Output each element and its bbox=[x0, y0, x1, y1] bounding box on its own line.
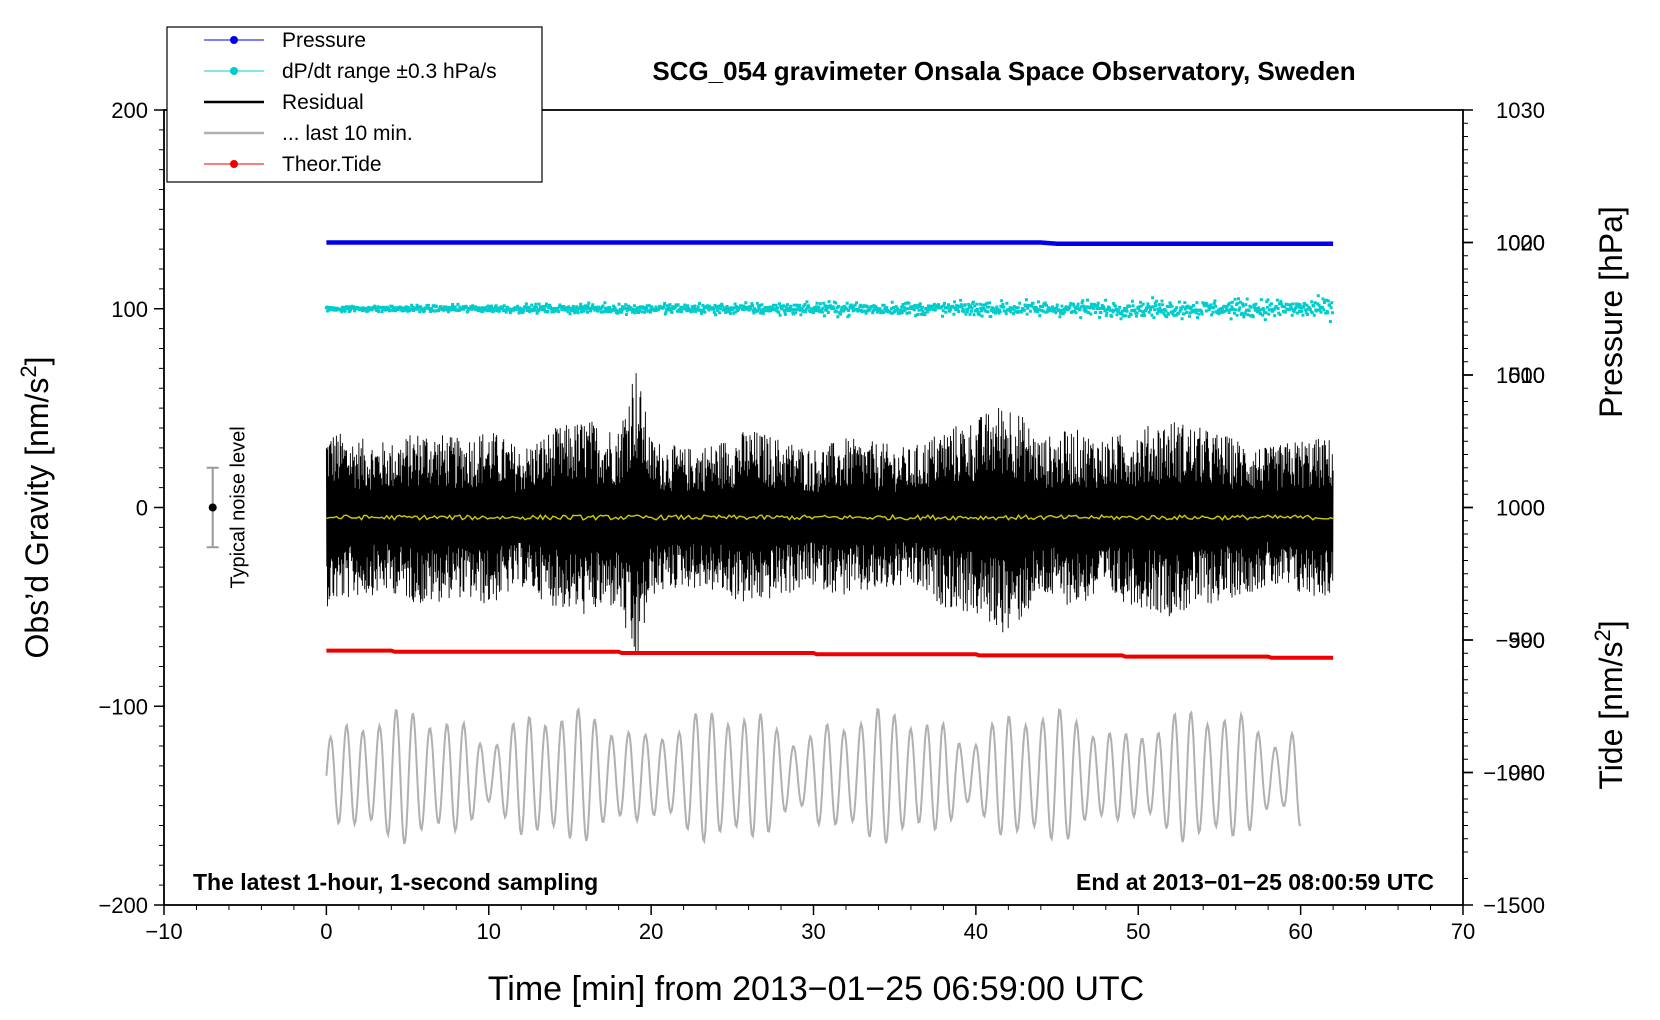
noise-label: Typical noise level bbox=[228, 426, 250, 588]
x-axis-label: Time [min] from 2013−01−25 06:59:00 UTC bbox=[488, 970, 1144, 1008]
x-tick-label: −10 bbox=[145, 919, 182, 944]
legend-swatch-dot bbox=[230, 67, 238, 75]
plot-data-layer bbox=[206, 240, 1334, 845]
x-tick-label: 40 bbox=[964, 919, 988, 944]
y-axis-label-end: ] bbox=[19, 356, 55, 365]
legend-label: Pressure bbox=[282, 29, 366, 52]
tide-tick-label: 500 bbox=[1508, 363, 1545, 388]
y-tick-label: 100 bbox=[111, 297, 148, 322]
pressure-tick-label: 1020 bbox=[1496, 231, 1545, 256]
y-axis-label: Obs’d Gravity [nm/s2] bbox=[16, 356, 55, 658]
x-tick-label: 10 bbox=[477, 919, 501, 944]
x-tick-label: 50 bbox=[1126, 919, 1150, 944]
legend-label: Residual bbox=[282, 91, 364, 114]
tide-axis-label-end: ] bbox=[1593, 620, 1629, 629]
tide-tick-label: −1500 bbox=[1483, 893, 1545, 918]
pressure-series-line bbox=[326, 240, 1334, 247]
y-tick-label: −100 bbox=[98, 694, 148, 719]
tide-tick-label: −1000 bbox=[1483, 761, 1545, 786]
x-tick-label: 70 bbox=[1451, 919, 1475, 944]
legend-label: dP/dt range ±0.3 hPa/s bbox=[282, 60, 497, 83]
x-tick-label: 20 bbox=[639, 919, 663, 944]
tide-axis-label: Tide [nm/s2] bbox=[1590, 620, 1629, 789]
x-tick-label: 30 bbox=[801, 919, 825, 944]
text-layer: Typical noise level−10 0 10 20 30 40 50 60 70−20… bbox=[16, 56, 1629, 1008]
legend-swatch-dot bbox=[230, 36, 238, 44]
legend-label: Theor.Tide bbox=[282, 153, 382, 176]
pressure-tick-label: 1010 bbox=[1496, 363, 1545, 388]
y-tick-label: 200 bbox=[111, 98, 148, 123]
y-axis-label-main: Obs’d Gravity [nm/s bbox=[19, 378, 55, 659]
last-10-min-line bbox=[325, 706, 1302, 845]
tide-tick-label: −500 bbox=[1495, 628, 1545, 653]
residual-series-line bbox=[325, 373, 1334, 652]
pressure-axis-label: Pressure [hPa] bbox=[1593, 206, 1629, 418]
legend: Pressure dP/dt range ±0.3 hPa/s Residual..… bbox=[166, 26, 543, 183]
tide-axis-label-main: Tide [nm/s bbox=[1593, 641, 1629, 789]
noise-bar-center-dot bbox=[208, 503, 217, 512]
chart-title: SCG_054 gravimeter Onsala Space Observat… bbox=[652, 56, 1355, 86]
x-tick-label: 60 bbox=[1288, 919, 1312, 944]
pressure-tick-label: 1030 bbox=[1496, 98, 1545, 123]
x-tick-label: 0 bbox=[320, 919, 332, 944]
running-mean-line bbox=[326, 513, 1334, 521]
legend-box bbox=[166, 26, 543, 183]
annotation-right: End at 2013−01−25 08:00:59 UTC bbox=[1076, 869, 1434, 895]
legend-swatch-dot bbox=[230, 160, 238, 168]
y-axis-label-sup: 2 bbox=[16, 365, 41, 377]
axes-layer bbox=[154, 109, 1473, 915]
theor-tide-line bbox=[326, 648, 1334, 660]
tide-tick-label: 1000 bbox=[1496, 231, 1545, 256]
tide-tick-label: 0 bbox=[1533, 496, 1545, 521]
dpdt-scatter-points bbox=[324, 294, 1334, 323]
pressure-tick-label: 990 bbox=[1508, 628, 1545, 653]
legend-label: ... last 10 min. bbox=[282, 122, 413, 145]
tide-axis-label-sup: 2 bbox=[1590, 629, 1615, 641]
annotation-left: The latest 1-hour, 1-second sampling bbox=[193, 869, 598, 895]
y-tick-label: −200 bbox=[98, 893, 148, 918]
y-tick-label: 0 bbox=[136, 496, 148, 521]
pressure-tick-label: 980 bbox=[1508, 761, 1545, 786]
pressure-tick-label: 1000 bbox=[1496, 496, 1545, 521]
